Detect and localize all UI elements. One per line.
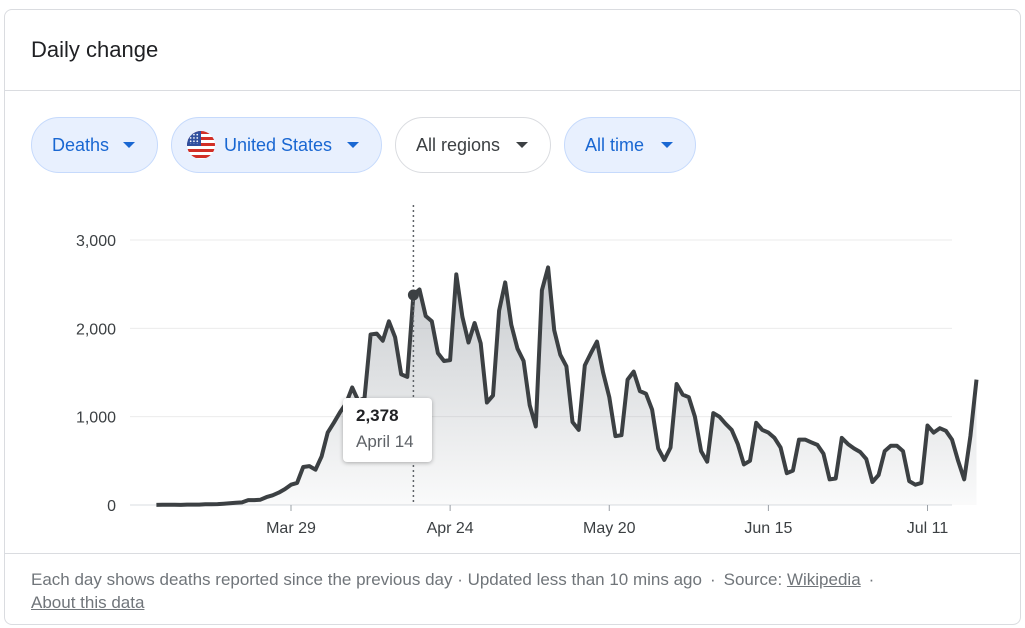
tooltip-date: April 14 <box>356 432 414 451</box>
y-tick-label: 1,000 <box>76 410 116 427</box>
region-dropdown[interactable]: All regions <box>395 117 551 173</box>
x-tick-label: May 20 <box>583 520 636 537</box>
tooltip-value: 2,378 <box>356 406 399 425</box>
footer-source-label: Source: <box>723 570 783 589</box>
card-footer: Each day shows deaths reported since the… <box>5 553 1020 624</box>
x-tick-label: Apr 24 <box>427 520 474 537</box>
y-tick-label: 2,000 <box>76 321 116 338</box>
hover-point <box>407 289 419 301</box>
us-flag-icon <box>187 131 215 159</box>
metric-dropdown[interactable]: Deaths <box>31 117 158 173</box>
source-wikipedia-link[interactable]: Wikipedia <box>786 570 861 589</box>
time-range-dropdown[interactable]: All time <box>564 117 696 173</box>
x-tick-label: Jul 11 <box>907 520 949 537</box>
card-header: Daily change <box>5 10 1020 91</box>
series-line <box>156 265 979 507</box>
region-dropdown-label: All regions <box>416 134 501 155</box>
x-tick-label: Jun 15 <box>744 520 792 537</box>
y-tick-label: 0 <box>107 498 116 515</box>
chevron-down-icon <box>123 142 135 148</box>
chevron-down-icon <box>347 142 359 148</box>
chevron-down-icon <box>661 142 673 148</box>
chevron-down-icon <box>516 142 528 148</box>
chart-tooltip: 2,378 April 14 <box>343 398 432 462</box>
y-tick-label: 3,000 <box>76 233 116 250</box>
card-title: Daily change <box>31 37 159 62</box>
chart-area[interactable]: 0 1,000 2,000 3,000 Mar 29 Apr 24 May 20 Jun 1… <box>5 195 1021 545</box>
about-this-data-link[interactable]: About this data <box>31 593 145 612</box>
deaths-daily-chart[interactable]: 0 1,000 2,000 3,000 Mar 29 Apr 24 May 20 Jun 1… <box>5 195 1021 545</box>
daily-change-card: Daily change Deaths United States All re… <box>4 9 1021 625</box>
footer-description: Each day shows deaths reported since the… <box>31 570 702 589</box>
country-dropdown[interactable]: United States <box>171 117 382 173</box>
metric-dropdown-label: Deaths <box>52 134 110 155</box>
x-tick-label: Mar 29 <box>266 520 316 537</box>
series-area-fill <box>156 267 977 505</box>
country-dropdown-label: United States <box>224 134 333 155</box>
time-range-dropdown-label: All time <box>585 134 645 155</box>
